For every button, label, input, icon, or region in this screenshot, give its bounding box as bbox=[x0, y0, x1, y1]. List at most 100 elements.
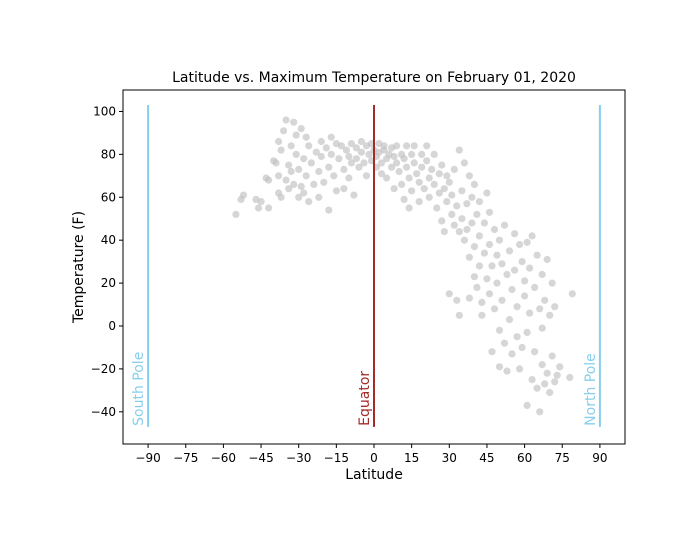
data-point bbox=[408, 187, 416, 195]
x-tick-label: −30 bbox=[286, 451, 311, 465]
x-tick-label: 75 bbox=[555, 451, 570, 465]
data-point bbox=[445, 290, 453, 298]
data-point bbox=[254, 204, 263, 212]
data-point bbox=[342, 146, 350, 154]
data-point bbox=[488, 262, 496, 270]
data-point bbox=[438, 217, 446, 225]
data-point bbox=[383, 174, 391, 182]
data-point bbox=[543, 255, 551, 264]
data-point bbox=[388, 163, 396, 171]
chart-title: Latitude vs. Maximum Temperature on Febr… bbox=[172, 70, 576, 86]
data-point bbox=[513, 333, 521, 341]
data-point bbox=[315, 167, 323, 176]
data-point bbox=[430, 180, 438, 188]
data-point bbox=[460, 159, 468, 167]
data-point bbox=[468, 193, 476, 201]
x-tick-label: 0 bbox=[370, 451, 378, 465]
data-point bbox=[300, 155, 308, 163]
data-point bbox=[287, 142, 295, 150]
data-point bbox=[350, 191, 358, 199]
x-tick-label: −60 bbox=[211, 451, 236, 465]
data-point bbox=[327, 133, 335, 141]
data-point bbox=[285, 161, 293, 169]
data-point bbox=[531, 348, 539, 356]
data-point bbox=[450, 165, 458, 173]
data-point bbox=[310, 180, 318, 188]
data-point bbox=[277, 146, 285, 154]
data-point bbox=[478, 311, 486, 319]
data-point bbox=[513, 303, 521, 311]
data-point bbox=[533, 251, 541, 259]
data-point bbox=[468, 219, 476, 227]
data-point bbox=[435, 189, 443, 197]
data-point bbox=[528, 232, 536, 240]
data-point bbox=[277, 193, 285, 201]
data-point bbox=[405, 174, 413, 182]
data-point bbox=[523, 328, 531, 336]
data-point bbox=[455, 228, 463, 236]
data-point bbox=[272, 159, 280, 167]
data-point bbox=[531, 283, 539, 291]
data-point bbox=[295, 193, 303, 201]
data-point bbox=[403, 163, 411, 171]
data-point bbox=[455, 311, 463, 319]
data-point bbox=[390, 185, 398, 193]
data-point bbox=[495, 326, 504, 334]
data-point bbox=[528, 376, 536, 384]
data-point bbox=[360, 159, 368, 167]
data-point bbox=[345, 152, 353, 161]
data-point bbox=[455, 146, 463, 154]
data-point bbox=[320, 178, 328, 186]
data-point bbox=[347, 159, 355, 167]
data-point bbox=[410, 142, 418, 150]
data-point bbox=[526, 264, 534, 272]
data-point bbox=[458, 215, 466, 223]
x-tick-label: 60 bbox=[517, 451, 532, 465]
data-point bbox=[265, 204, 273, 212]
data-point bbox=[503, 367, 511, 375]
y-axis-title: Temperature (F) bbox=[71, 211, 87, 324]
equator-label: Equator bbox=[357, 371, 373, 426]
data-point bbox=[280, 127, 288, 135]
data-point bbox=[516, 365, 524, 373]
data-point bbox=[551, 378, 559, 386]
data-point bbox=[257, 198, 265, 206]
data-point bbox=[239, 191, 248, 199]
data-point bbox=[508, 350, 516, 358]
north-pole-label: North Pole bbox=[583, 353, 599, 426]
data-point bbox=[538, 361, 546, 369]
data-point bbox=[355, 163, 363, 171]
data-point bbox=[566, 373, 574, 382]
y-tick-label: 40 bbox=[101, 233, 116, 247]
data-point bbox=[413, 170, 421, 178]
data-point bbox=[510, 266, 519, 274]
data-point bbox=[443, 172, 451, 180]
data-point bbox=[500, 339, 509, 347]
data-point bbox=[523, 238, 531, 246]
data-point bbox=[317, 137, 325, 146]
points-layer bbox=[232, 116, 576, 416]
data-point bbox=[460, 236, 468, 244]
data-point bbox=[400, 195, 408, 203]
data-point bbox=[435, 170, 443, 178]
x-tick-label: −90 bbox=[135, 451, 160, 465]
data-point bbox=[526, 309, 534, 317]
data-point bbox=[523, 401, 531, 409]
data-point bbox=[362, 172, 371, 180]
data-point bbox=[516, 240, 524, 249]
data-point bbox=[410, 159, 418, 167]
y-tick-label: −40 bbox=[91, 405, 116, 419]
data-point bbox=[443, 198, 451, 206]
data-point bbox=[500, 221, 509, 229]
data-point bbox=[463, 225, 471, 234]
data-point bbox=[546, 311, 554, 319]
data-point bbox=[302, 133, 310, 141]
data-point bbox=[282, 116, 290, 124]
data-point bbox=[470, 243, 478, 251]
data-point bbox=[493, 251, 501, 259]
data-point bbox=[297, 182, 305, 191]
data-point bbox=[470, 273, 478, 281]
data-point bbox=[448, 210, 456, 218]
data-point bbox=[533, 384, 541, 392]
